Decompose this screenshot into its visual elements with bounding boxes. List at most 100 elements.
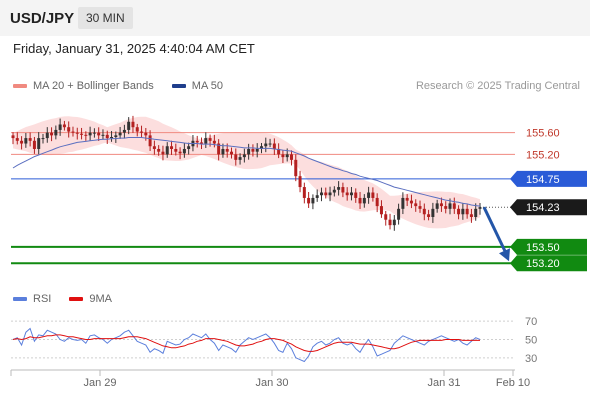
candle-body (234, 154, 238, 160)
candle-body (427, 214, 431, 217)
candle-body (131, 121, 135, 128)
last-price-tag-bg (510, 199, 587, 216)
candle-body (110, 137, 114, 139)
candle (105, 130, 109, 144)
candle (75, 127, 79, 140)
rsi-ma-swatch (69, 297, 84, 301)
candle (418, 200, 422, 213)
candle (174, 143, 178, 156)
candle-body (157, 148, 161, 152)
candle (444, 201, 448, 214)
candle (122, 124, 126, 139)
bollinger-legend-label: MA 20 + Bollinger Bands (33, 80, 154, 92)
candle-body (349, 192, 353, 196)
candle (204, 132, 208, 149)
candle-body (255, 148, 259, 152)
candle (272, 138, 276, 155)
candle-body (217, 143, 221, 155)
candle (80, 127, 84, 140)
candle-body (20, 140, 24, 144)
rsi-swatch (13, 297, 27, 301)
candle-body (37, 138, 41, 149)
candle-body (221, 148, 225, 155)
candle (328, 186, 332, 202)
candle-body (238, 157, 242, 160)
resistance-price-label: 155.20 (526, 149, 560, 161)
time-tick-label: Jan 31 (427, 377, 460, 389)
candle-body (41, 138, 45, 140)
candle (114, 131, 118, 143)
candle-body (122, 129, 126, 133)
candle-body (208, 138, 212, 141)
candle-body (422, 208, 426, 215)
candle (289, 150, 293, 166)
candle-body (97, 132, 101, 136)
candle (268, 138, 272, 148)
candle (157, 145, 161, 156)
candle (465, 204, 469, 219)
candle-body (251, 148, 255, 152)
candle-body (187, 146, 191, 149)
candle-body (311, 197, 315, 204)
candle (247, 143, 251, 160)
timestamp: Friday, January 31, 2025 4:40:04 AM CET (13, 41, 255, 56)
candle-body (281, 154, 285, 158)
candle-body (264, 143, 268, 147)
candle-body (457, 208, 461, 215)
candle (307, 191, 311, 208)
candle (294, 154, 298, 182)
candle-body (101, 134, 105, 136)
candle (234, 148, 238, 166)
ma50-swatch (171, 84, 186, 88)
rsi-tick-label: 30 (525, 353, 537, 365)
rsi-tick-label: 50 (525, 335, 537, 347)
candle (302, 182, 306, 204)
candle (161, 145, 165, 161)
candle (200, 137, 204, 150)
candle-body (204, 138, 208, 144)
candle (281, 150, 285, 164)
candle (195, 135, 199, 148)
candle (362, 194, 366, 208)
candle (349, 186, 353, 201)
candle (127, 117, 131, 135)
symbol-title: USD/JPY (10, 10, 75, 27)
candle-body (302, 187, 306, 198)
candle (131, 115, 135, 133)
candle (187, 142, 191, 155)
candle-body (465, 208, 469, 215)
candle-body (307, 197, 311, 204)
candle-body (178, 151, 182, 154)
candle (92, 128, 96, 138)
candle-body (212, 140, 216, 144)
time-tick-label: Jan 30 (255, 377, 288, 389)
candle (152, 140, 156, 155)
candle (251, 144, 255, 157)
candle (324, 187, 328, 199)
candle-body (92, 132, 96, 134)
interval-badge[interactable]: 30 MIN (78, 7, 133, 29)
support-price-tag: 153.50 (526, 242, 560, 254)
candle (277, 143, 281, 159)
candle (392, 215, 396, 231)
candle (84, 131, 88, 141)
candle-body (118, 132, 122, 136)
candle-body (45, 132, 49, 139)
candle (435, 199, 439, 213)
candle-body (474, 208, 478, 217)
candle-body (444, 206, 448, 209)
candle-body (362, 197, 366, 204)
candle (242, 148, 246, 163)
candle-body (28, 138, 32, 141)
candle-body (324, 192, 328, 196)
candle (28, 132, 32, 147)
support-price-tag-bg (510, 238, 587, 255)
candle-body (225, 148, 229, 152)
candle (452, 197, 456, 214)
support-price-tag: 153.20 (526, 258, 560, 270)
candle (409, 194, 413, 209)
candle-body (67, 127, 71, 132)
rsi-legend: RSI 9MA (13, 293, 130, 305)
candle-body (379, 206, 383, 215)
